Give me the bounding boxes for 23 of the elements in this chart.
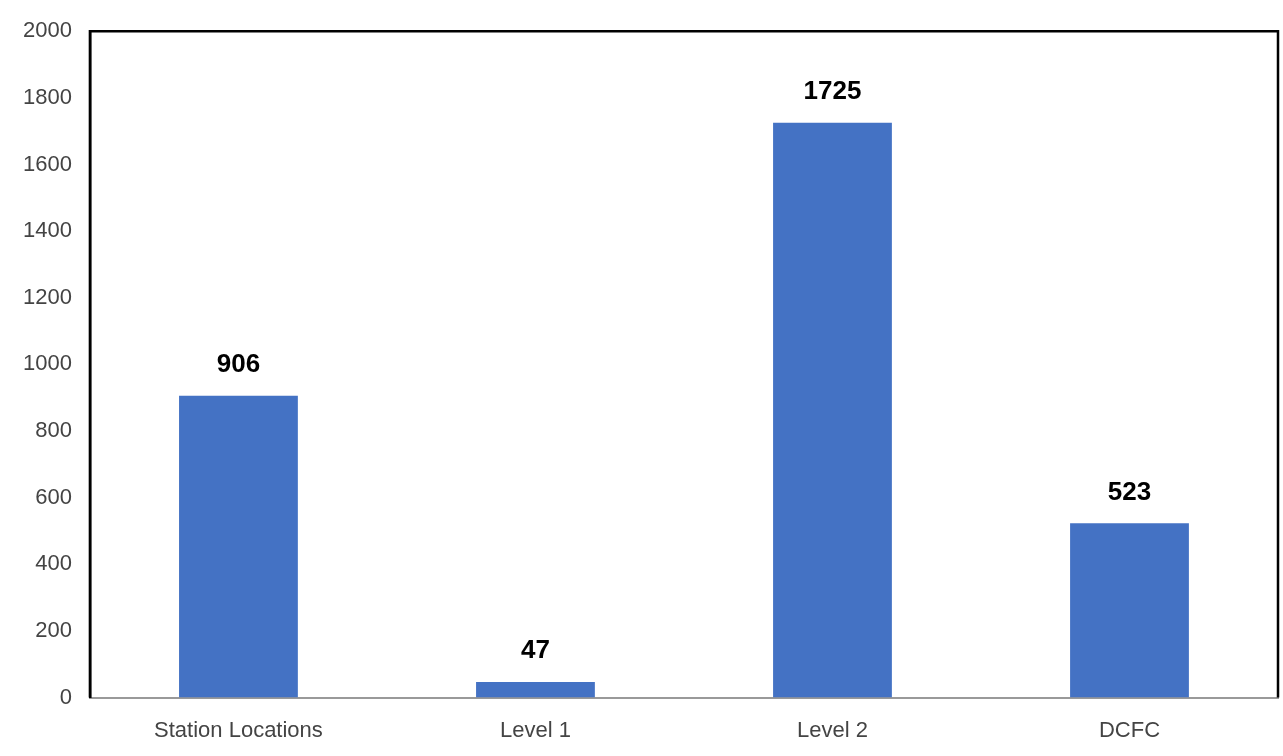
x-tick-label: DCFC (1098, 716, 1161, 742)
x-tick-label: Level 2 (797, 716, 868, 742)
x-tick-label: Station Locations (154, 716, 323, 742)
bar (476, 681, 595, 698)
bar (1070, 523, 1189, 698)
bar (179, 395, 298, 698)
y-tick-label: 2000 (22, 17, 72, 43)
x-tick-label: Level 1 (499, 716, 571, 742)
y-tick-label: 1600 (22, 150, 72, 176)
data-label: 47 (521, 634, 550, 665)
y-tick-label: 200 (35, 617, 72, 643)
data-label: 1725 (803, 75, 862, 105)
y-tick-label: 1800 (22, 83, 72, 109)
data-label: 523 (1107, 475, 1152, 506)
y-tick-label: 800 (35, 417, 72, 443)
y-tick-label: 1000 (22, 350, 72, 376)
y-tick-label: 1400 (22, 217, 72, 243)
y-tick-label: 0 (59, 683, 72, 709)
bar (773, 122, 892, 698)
y-tick-label: 1200 (22, 283, 72, 309)
y-tick-label: 600 (35, 483, 72, 509)
y-tick-label: 400 (35, 550, 72, 576)
data-label: 906 (216, 347, 261, 378)
